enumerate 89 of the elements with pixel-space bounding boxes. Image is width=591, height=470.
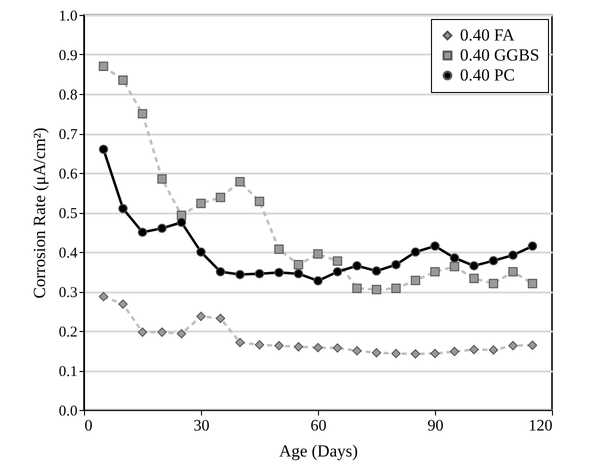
x-axis-title: Age (Days) <box>279 442 358 460</box>
x-tick-label: 60 <box>310 418 326 434</box>
point <box>528 278 538 288</box>
point <box>352 346 362 356</box>
point <box>469 274 479 284</box>
point <box>508 340 518 350</box>
point <box>508 267 518 276</box>
point <box>216 267 226 276</box>
x-tick-label: 30 <box>194 418 210 434</box>
y-tick-label: 0.4 <box>58 246 78 262</box>
point <box>138 328 148 337</box>
legend-label: 0.40 FA <box>460 26 516 44</box>
x-tick-label: 90 <box>428 418 444 434</box>
point <box>313 342 323 352</box>
y-axis-title: Corrosion Rate (μA/cm²) <box>30 128 49 298</box>
point <box>488 278 498 288</box>
point <box>216 314 226 324</box>
point <box>118 299 128 309</box>
point <box>98 292 108 302</box>
point <box>528 241 538 251</box>
point <box>118 204 128 214</box>
y-tick-label: 0.6 <box>58 166 78 182</box>
point <box>176 218 186 228</box>
point <box>196 247 206 257</box>
point <box>528 340 538 350</box>
point <box>294 342 304 352</box>
point <box>450 262 460 272</box>
point <box>138 228 148 237</box>
point <box>254 269 264 278</box>
y-tick-label: 0.2 <box>58 324 78 340</box>
legend-label: 0.40 GGBS <box>460 46 540 64</box>
point <box>176 329 186 338</box>
point <box>488 345 498 355</box>
point <box>372 348 382 358</box>
point <box>410 247 420 257</box>
point <box>157 174 167 184</box>
y-tick-label: 0.1 <box>58 364 78 380</box>
y-tick-label: 1.0 <box>58 8 78 24</box>
point <box>118 75 128 85</box>
point <box>430 241 440 251</box>
point <box>488 256 498 266</box>
point <box>410 349 420 359</box>
point <box>216 192 226 202</box>
legend-label: 0.40 PC <box>460 66 515 84</box>
point <box>332 267 342 276</box>
y-tick-label: 0.5 <box>58 206 78 222</box>
x-tick-label: 0 <box>84 418 92 434</box>
point <box>98 62 108 72</box>
point <box>410 276 420 286</box>
point <box>430 267 440 276</box>
point <box>508 250 518 260</box>
y-tick-label: 0.9 <box>58 48 78 64</box>
point <box>450 346 460 356</box>
point <box>157 328 167 337</box>
point <box>391 260 401 270</box>
point <box>274 268 284 278</box>
y-tick-label: 0.0 <box>58 404 78 420</box>
point <box>332 343 342 353</box>
point <box>352 261 362 270</box>
point <box>254 340 264 350</box>
point <box>450 253 460 263</box>
point <box>332 256 342 266</box>
point <box>274 244 284 254</box>
point <box>469 261 479 270</box>
y-tick-label: 0.7 <box>58 127 78 143</box>
point <box>98 144 108 154</box>
point <box>391 348 401 358</box>
point <box>313 276 323 286</box>
y-tick-label: 0.8 <box>58 88 78 104</box>
point <box>469 344 479 354</box>
point <box>372 284 382 294</box>
point <box>372 266 382 276</box>
point <box>138 109 148 118</box>
point <box>294 260 304 270</box>
point <box>352 284 362 294</box>
point <box>235 177 245 186</box>
point <box>235 270 245 280</box>
point <box>254 196 264 206</box>
point <box>313 249 323 259</box>
point <box>235 338 245 348</box>
point <box>157 224 167 233</box>
point <box>294 269 304 278</box>
point <box>196 198 206 208</box>
point <box>274 340 284 350</box>
point <box>196 312 206 322</box>
point <box>430 348 440 358</box>
x-tick-label: 120 <box>528 418 552 434</box>
point <box>391 284 401 294</box>
y-tick-label: 0.3 <box>58 285 78 301</box>
